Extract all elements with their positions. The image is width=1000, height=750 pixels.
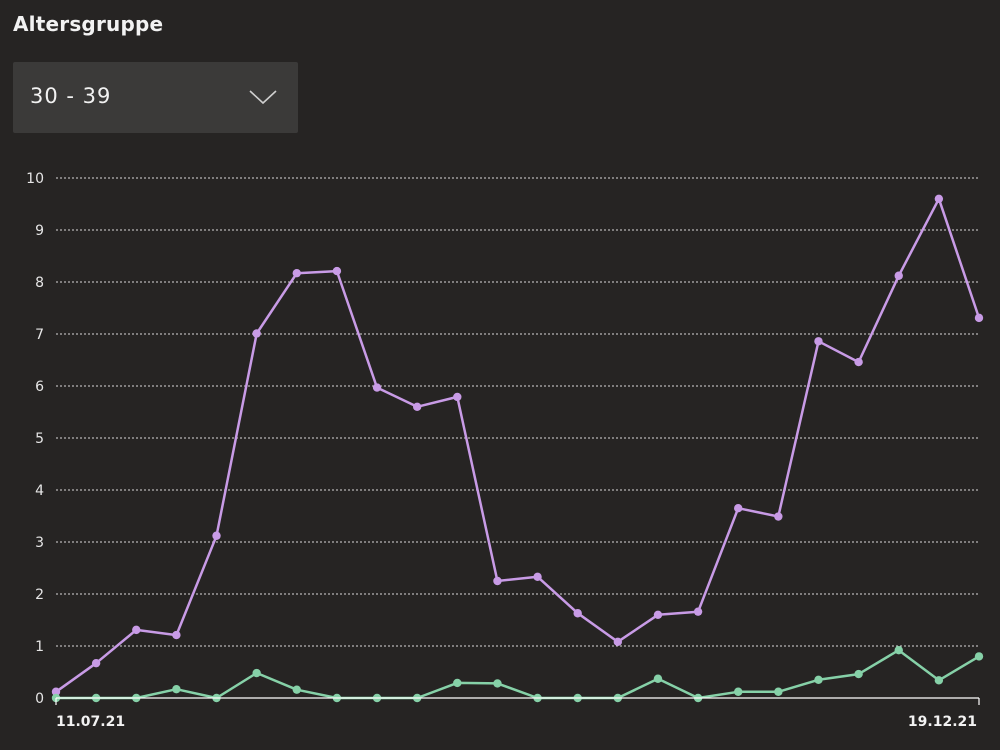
- series-1-point: [653, 610, 663, 619]
- series-1-point: [974, 313, 984, 323]
- age-group-select[interactable]: 30 - 39: [13, 62, 298, 133]
- series-2-point: [252, 668, 261, 678]
- age-group-selected-value: 30 - 39: [30, 84, 112, 108]
- series-2-point: [172, 684, 181, 694]
- series-1-line: [55, 197, 981, 693]
- series-1-point: [894, 271, 903, 280]
- series-1-point: [132, 625, 141, 635]
- y-axis-tick-labels: 0 1 2 3 4 5 6 7 8 9 10: [26, 171, 44, 707]
- series-2-line: [56, 648, 980, 700]
- series-1-point: [734, 504, 743, 513]
- series-2-point: [774, 687, 783, 696]
- series-1-point: [493, 576, 502, 586]
- series-2-point: [814, 675, 823, 684]
- y-tick-label: 1: [35, 639, 44, 655]
- series-2-point: [854, 669, 863, 679]
- y-tick-label: 6: [35, 379, 44, 395]
- series-1-point: [292, 268, 301, 278]
- line-chart: 0 1 2 3 4 5 6 7 8 9 10 11.07.21 19.12.21: [26, 171, 984, 730]
- series-1-point: [613, 637, 623, 647]
- x-tick-label: 11.07.21: [56, 714, 125, 730]
- series-1-point: [372, 383, 382, 392]
- series-1-point: [453, 392, 462, 402]
- series-2-point: [974, 652, 984, 661]
- y-tick-label: 4: [35, 483, 44, 499]
- series-1-point: [332, 266, 342, 276]
- series-1-point: [934, 194, 944, 203]
- series-1-point: [51, 687, 61, 696]
- y-tick-label: 10: [26, 171, 44, 187]
- series-1-point: [693, 607, 703, 616]
- series-2-point: [734, 687, 743, 696]
- series-2-point: [453, 678, 462, 688]
- x-axis: 11.07.21 19.12.21: [55, 697, 980, 730]
- series-1-point: [91, 658, 101, 668]
- series-1-point: [573, 609, 582, 618]
- series-1-point: [814, 337, 823, 346]
- series-2-point: [292, 685, 301, 694]
- y-tick-label: 0: [35, 691, 44, 707]
- series-1-point: [212, 531, 221, 540]
- series-1-point: [854, 357, 863, 367]
- series-2-point: [653, 674, 663, 683]
- y-tick-label: 8: [35, 275, 44, 291]
- y-tick-label: 9: [35, 223, 44, 239]
- y-tick-label: 3: [35, 535, 44, 551]
- x-tick-label: 19.12.21: [908, 714, 977, 730]
- series-lines: [51, 194, 984, 703]
- series-1-point: [774, 512, 783, 521]
- series-2-point: [934, 676, 944, 685]
- section-title: Altersgruppe: [13, 12, 164, 36]
- y-tick-label: 7: [35, 327, 44, 343]
- series-1-point: [172, 630, 181, 640]
- series-1-point: [533, 572, 542, 582]
- series-1-point: [412, 402, 422, 411]
- grid-lines: [56, 177, 979, 647]
- y-tick-label: 2: [35, 587, 44, 603]
- y-tick-label: 5: [35, 431, 44, 447]
- series-2-point: [894, 645, 903, 655]
- chevron-down-icon: [249, 90, 277, 105]
- series-1-point: [252, 329, 261, 338]
- series-2-point: [493, 679, 502, 688]
